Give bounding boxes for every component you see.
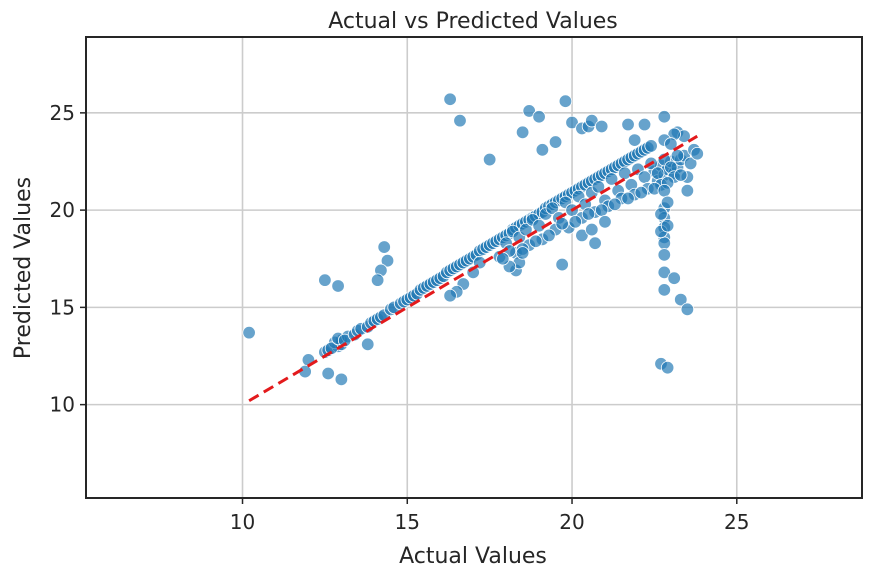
- data-point: [515, 125, 530, 140]
- data-point: [242, 325, 256, 340]
- y-axis-label: Predicted Values: [11, 177, 36, 359]
- data-point: [657, 265, 671, 280]
- data-point: [529, 234, 543, 248]
- data-point: [535, 143, 550, 157]
- x-tick-label: 20: [559, 510, 584, 534]
- data-point: [555, 257, 569, 272]
- data-point: [664, 137, 678, 151]
- data-point: [370, 273, 385, 287]
- x-tick-label: 25: [724, 510, 749, 534]
- data-point: [660, 195, 675, 210]
- grid-lines: [86, 37, 862, 498]
- data-point: [482, 152, 497, 167]
- data-point: [680, 302, 695, 317]
- chart-title: Actual vs Predicted Values: [328, 9, 618, 34]
- data-point: [443, 289, 457, 303]
- data-points: [242, 92, 704, 387]
- data-point: [321, 366, 335, 381]
- data-point: [604, 172, 619, 186]
- reference-line: [248, 134, 699, 403]
- y-tick-label: 10: [50, 393, 75, 417]
- data-point: [674, 292, 688, 307]
- data-point: [443, 92, 457, 106]
- y-axis-ticks: 10 15 20 25: [50, 101, 86, 417]
- data-point: [594, 119, 609, 134]
- data-point: [318, 273, 332, 287]
- data-point: [337, 333, 352, 348]
- data-point: [519, 222, 533, 237]
- data-point: [657, 183, 671, 198]
- data-point: [545, 201, 559, 215]
- data-point: [453, 113, 467, 128]
- data-point: [680, 183, 695, 198]
- data-point: [618, 166, 632, 180]
- data-point: [657, 236, 671, 250]
- data-point: [621, 117, 635, 132]
- data-point: [598, 215, 612, 229]
- data-point: [621, 191, 635, 206]
- data-point: [331, 279, 345, 293]
- data-point: [660, 218, 675, 233]
- data-point: [670, 148, 685, 163]
- data-point: [667, 271, 681, 285]
- data-point: [377, 240, 391, 254]
- data-point: [594, 203, 609, 217]
- y-tick-label: 15: [50, 295, 75, 319]
- data-point: [581, 207, 596, 221]
- data-point: [660, 360, 675, 375]
- data-point: [585, 113, 599, 128]
- data-point: [558, 94, 573, 108]
- data-point: [532, 110, 546, 124]
- data-point: [334, 372, 349, 387]
- data-point: [634, 185, 648, 200]
- x-tick-label: 10: [230, 510, 255, 534]
- data-point: [651, 166, 665, 180]
- y-tick-label: 20: [50, 198, 75, 222]
- data-point: [657, 248, 671, 262]
- data-point: [627, 133, 642, 147]
- data-point: [674, 168, 688, 182]
- data-point: [548, 135, 563, 149]
- data-point: [690, 147, 704, 161]
- data-point: [591, 180, 606, 194]
- data-point: [585, 222, 599, 237]
- x-axis-label: Actual Values: [399, 544, 547, 569]
- data-point: [568, 215, 583, 229]
- data-point: [644, 139, 658, 153]
- data-point: [657, 283, 671, 297]
- data-point: [637, 170, 652, 184]
- data-point: [575, 228, 589, 243]
- plot-frame: [85, 36, 863, 499]
- data-point: [361, 337, 375, 352]
- x-tick-label: 15: [395, 510, 420, 534]
- data-point: [657, 110, 671, 124]
- data-point: [588, 236, 602, 250]
- data-point: [654, 207, 668, 221]
- data-point: [515, 246, 530, 260]
- y-tick-label: 25: [50, 101, 75, 125]
- data-point: [565, 115, 579, 130]
- data-point: [542, 228, 556, 243]
- data-point: [637, 117, 652, 132]
- data-point: [608, 197, 622, 211]
- x-axis-ticks: 10 15 20 25: [230, 498, 750, 534]
- data-point: [380, 253, 395, 268]
- data-point: [522, 104, 536, 118]
- data-point: [683, 156, 698, 171]
